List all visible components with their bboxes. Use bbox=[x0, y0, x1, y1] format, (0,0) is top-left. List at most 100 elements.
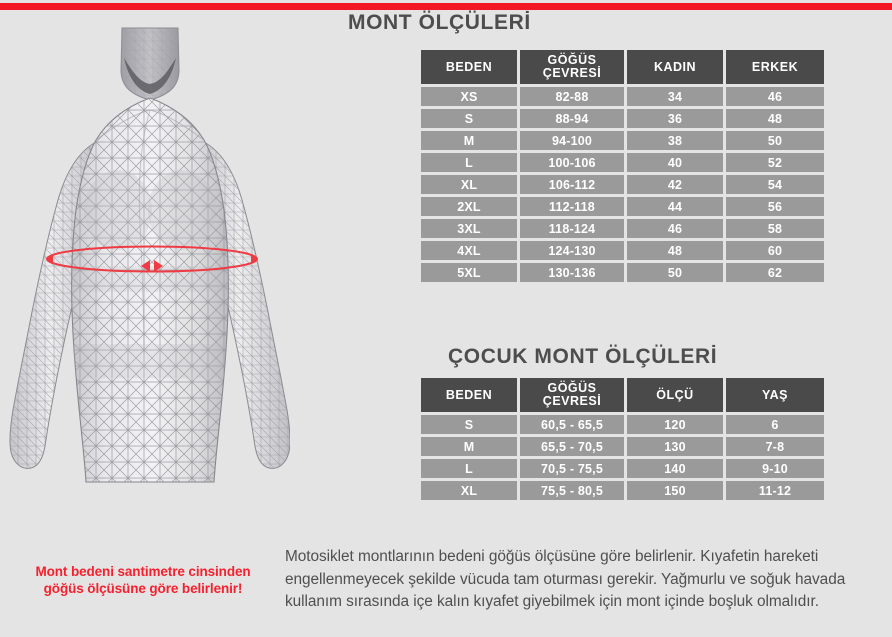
top-accent-bar bbox=[0, 3, 892, 10]
table-cell: 65,5 - 70,5 bbox=[520, 437, 624, 456]
table-cell: 34 bbox=[627, 87, 723, 106]
table-cell: 106-112 bbox=[520, 175, 624, 194]
table-cell: 50 bbox=[627, 263, 723, 282]
table-row: 2XL 112-118 44 56 bbox=[421, 197, 824, 216]
table-cell: S bbox=[421, 415, 517, 434]
table-cell: 58 bbox=[726, 219, 824, 238]
table-cell: 62 bbox=[726, 263, 824, 282]
column-header-beden-line1: BEDEN bbox=[445, 388, 493, 402]
table-cell: 75,5 - 80,5 bbox=[520, 481, 624, 500]
mannequin-figure bbox=[0, 14, 290, 539]
description-paragraph: Motosiklet montlarının bedeni göğüs ölçü… bbox=[285, 548, 846, 610]
table-header-row: BEDEN GÖĞÜS ÇEVRESİ KADIN ERKEK bbox=[421, 50, 824, 84]
table-row: XL 106-112 42 54 bbox=[421, 175, 824, 194]
chest-measurement-note: Mont bedeni santimetre cinsinden göğüs ö… bbox=[12, 563, 274, 597]
table-row: S 60,5 - 65,5 120 6 bbox=[421, 415, 824, 434]
table-cell: 3XL bbox=[421, 219, 517, 238]
adult-table-body: XS 82-88 34 46 S 88-94 36 48 M 94-100 38 50 L 100-106… bbox=[421, 87, 824, 282]
table-row: S 88-94 36 48 bbox=[421, 109, 824, 128]
table-row: L 100-106 40 52 bbox=[421, 153, 824, 172]
mannequin-neck bbox=[120, 27, 180, 101]
table-cell: 48 bbox=[726, 109, 824, 128]
table-row: XS 82-88 34 46 bbox=[421, 87, 824, 106]
column-header-olcu: ÖLÇÜ bbox=[627, 378, 723, 412]
mannequin-torso bbox=[71, 97, 229, 483]
table-row: M 94-100 38 50 bbox=[421, 131, 824, 150]
column-header-gogus-cevresi-line2: ÇEVRESİ bbox=[542, 394, 602, 408]
table-cell: 4XL bbox=[421, 241, 517, 260]
table-row: L 70,5 - 75,5 140 9-10 bbox=[421, 459, 824, 478]
table-cell: 42 bbox=[627, 175, 723, 194]
table-cell: 88-94 bbox=[520, 109, 624, 128]
tables-pane: MONT ÖLÇÜLERİ BEDEN GÖĞÜS ÇEVRESİ KADIN bbox=[320, 0, 892, 637]
table-cell: 38 bbox=[627, 131, 723, 150]
table-cell: 5XL bbox=[421, 263, 517, 282]
column-header-beden: BEDEN bbox=[421, 378, 517, 412]
table-cell: 82-88 bbox=[520, 87, 624, 106]
table-cell: 56 bbox=[726, 197, 824, 216]
table-cell: 11-12 bbox=[726, 481, 824, 500]
table-cell: 9-10 bbox=[726, 459, 824, 478]
column-header-gogus-cevresi: GÖĞÜS ÇEVRESİ bbox=[520, 378, 624, 412]
table-row: 3XL 118-124 46 58 bbox=[421, 219, 824, 238]
table-cell: 6 bbox=[726, 415, 824, 434]
table-cell: 40 bbox=[627, 153, 723, 172]
column-header-erkek-line1: ERKEK bbox=[751, 60, 799, 74]
table-cell: 44 bbox=[627, 197, 723, 216]
column-header-kadin-line1: KADIN bbox=[653, 60, 697, 74]
table-cell: 46 bbox=[726, 87, 824, 106]
table-header-row: BEDEN GÖĞÜS ÇEVRESİ ÖLÇÜ YAŞ bbox=[421, 378, 824, 412]
table-cell: 2XL bbox=[421, 197, 517, 216]
column-header-beden-line1: BEDEN bbox=[445, 60, 493, 74]
table-cell: 124-130 bbox=[520, 241, 624, 260]
column-header-gogus-cevresi-line1: GÖĞÜS bbox=[547, 53, 597, 67]
table-cell: S bbox=[421, 109, 517, 128]
kids-table-body: S 60,5 - 65,5 120 6 M 65,5 - 70,5 130 7-8 L 70,5 … bbox=[421, 415, 824, 500]
column-header-yas-line1: YAŞ bbox=[761, 388, 789, 402]
table-cell: 150 bbox=[627, 481, 723, 500]
table-cell: 46 bbox=[627, 219, 723, 238]
chest-measurement-note-line1: Mont bedeni santimetre cinsinden bbox=[35, 564, 251, 579]
table-cell: 70,5 - 75,5 bbox=[520, 459, 624, 478]
column-header-gogus-cevresi-line1: GÖĞÜS bbox=[547, 381, 597, 395]
kids-size-table: BEDEN GÖĞÜS ÇEVRESİ ÖLÇÜ YAŞ S 60,5 - 65,… bbox=[418, 375, 827, 503]
kids-table-title: ÇOCUK MONT ÖLÇÜLERİ bbox=[448, 345, 718, 368]
table-cell: 60,5 - 65,5 bbox=[520, 415, 624, 434]
table-cell: XL bbox=[421, 175, 517, 194]
chest-measurement-indicator bbox=[46, 245, 258, 273]
table-cell: L bbox=[421, 153, 517, 172]
table-row: XL 75,5 - 80,5 150 11-12 bbox=[421, 481, 824, 500]
column-header-beden: BEDEN bbox=[421, 50, 517, 84]
table-row: 4XL 124-130 48 60 bbox=[421, 241, 824, 260]
column-header-gogus-cevresi: GÖĞÜS ÇEVRESİ bbox=[520, 50, 624, 84]
table-cell: 52 bbox=[726, 153, 824, 172]
table-cell: 50 bbox=[726, 131, 824, 150]
chest-measurement-note-line2: göğüs ölçüsüne göre belirlenir! bbox=[43, 581, 243, 596]
table-cell: 118-124 bbox=[520, 219, 624, 238]
table-row: 5XL 130-136 50 62 bbox=[421, 263, 824, 282]
table-cell: 140 bbox=[627, 459, 723, 478]
wireframe-torso-svg bbox=[9, 27, 290, 483]
adult-table-head: BEDEN GÖĞÜS ÇEVRESİ KADIN ERKEK bbox=[421, 50, 824, 84]
table-cell: 36 bbox=[627, 109, 723, 128]
column-header-yas: YAŞ bbox=[726, 378, 824, 412]
column-header-erkek: ERKEK bbox=[726, 50, 824, 84]
table-cell: 94-100 bbox=[520, 131, 624, 150]
table-cell: M bbox=[421, 437, 517, 456]
table-cell: XL bbox=[421, 481, 517, 500]
table-row: M 65,5 - 70,5 130 7-8 bbox=[421, 437, 824, 456]
table-cell: XS bbox=[421, 87, 517, 106]
column-header-gogus-cevresi-line2: ÇEVRESİ bbox=[542, 66, 602, 80]
table-cell: 130 bbox=[627, 437, 723, 456]
table-cell: 100-106 bbox=[520, 153, 624, 172]
table-cell: 7-8 bbox=[726, 437, 824, 456]
column-header-olcu-line1: ÖLÇÜ bbox=[656, 388, 694, 402]
table-cell: 48 bbox=[627, 241, 723, 260]
table-cell: 112-118 bbox=[520, 197, 624, 216]
table-cell: 54 bbox=[726, 175, 824, 194]
adult-size-table: BEDEN GÖĞÜS ÇEVRESİ KADIN ERKEK XS 82-88 3… bbox=[418, 47, 827, 285]
kids-table-head: BEDEN GÖĞÜS ÇEVRESİ ÖLÇÜ YAŞ bbox=[421, 378, 824, 412]
table-cell: L bbox=[421, 459, 517, 478]
table-cell: M bbox=[421, 131, 517, 150]
